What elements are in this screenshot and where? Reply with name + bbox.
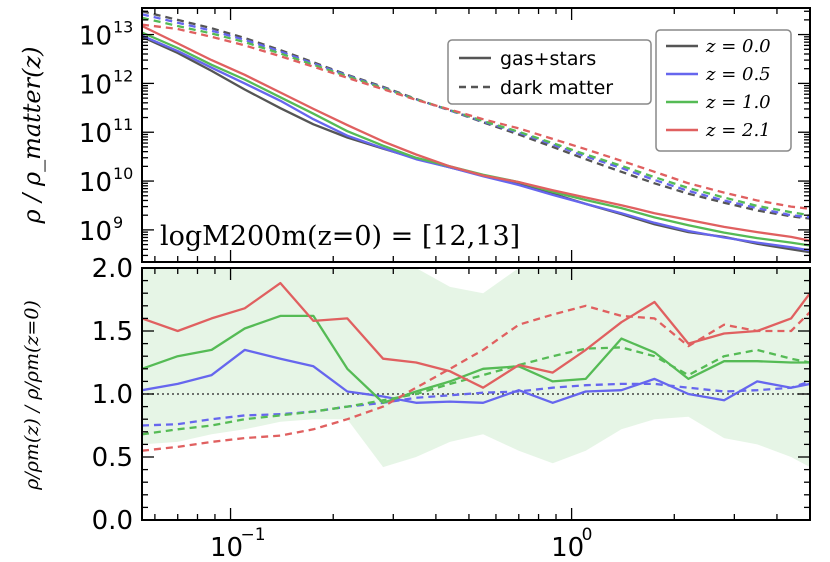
bottom-ytick-labels: 0.0 0.5 1.0 1.5 2.0	[92, 254, 133, 536]
bottom-z-0-5-gas-stars-line	[142, 348, 810, 404]
legend-z05-label: z = 0.5	[705, 64, 771, 85]
top-z-0-0-dark-matter-line	[142, 10, 810, 220]
top-ytick-label: 10	[79, 168, 112, 198]
top-ytick-exponent: 13	[113, 18, 133, 37]
bottom-ytick-label: 0.5	[92, 443, 133, 473]
bottom-ytick-label: 2.0	[92, 254, 133, 284]
style-legend: gas+stars dark matter	[447, 39, 652, 105]
redshift-legend: z = 0.0 z = 0.5 z = 1.0 z = 2.1	[655, 29, 792, 152]
bottom-ticks	[142, 267, 811, 521]
bottom-z-1-0-gas-stars-line	[142, 314, 810, 404]
legend-dark-matter: dark matter	[500, 77, 613, 99]
top-ytick-exponent: 11	[113, 115, 133, 134]
xtick-label: 10	[210, 533, 243, 562]
top-series-group	[142, 10, 810, 254]
legend-gas-stars: gas+stars	[500, 48, 596, 70]
redshift-legend-box	[655, 29, 792, 152]
top-z-2-1-dark-matter-line	[142, 23, 810, 210]
top-ytick-label: 10	[79, 217, 112, 247]
top-ytick-exponent: 10	[113, 164, 133, 183]
bottom-z-2-1-dark-matter-line	[142, 304, 810, 452]
top-ytick-exponent: 9	[113, 213, 123, 232]
top-ytick-exponent: 12	[113, 66, 133, 85]
bottom-panel: 0.00.51.01.52.0 10−1 100 ρ/ρm(z) / ρ/ρm(z…	[21, 254, 811, 562]
bottom-series-group	[142, 281, 810, 452]
top-z-2-1-gas-stars-line	[142, 24, 810, 242]
x-tick-labels: 10−1 100	[210, 525, 592, 562]
bottom-ytick-label: 1.0	[92, 380, 133, 410]
bottom-z-2-1-gas-stars-line	[142, 281, 810, 389]
bottom-ytick-label: 0.0	[92, 506, 133, 536]
xtick-exponent: 0	[582, 525, 593, 545]
top-ytick-label: 10	[79, 22, 112, 52]
xtick-label: 10	[551, 533, 584, 562]
top-ytick-label: 10	[79, 70, 112, 100]
legend-z0-label: z = 0.0	[705, 36, 771, 57]
xtick-exponent: −1	[241, 525, 266, 545]
bottom-y-axis-label: ρ/ρm(z) / ρ/ρm(z=0)	[21, 300, 43, 491]
top-ytick-label: 10	[79, 119, 112, 149]
legend-z10-label: z = 1.0	[705, 92, 771, 113]
style-legend-box	[447, 39, 652, 105]
bottom-ytick-label: 1.5	[92, 317, 133, 347]
top-y-axis-label: ρ / ρ_matter(z)	[18, 47, 46, 225]
bottom-z-0-5-dark-matter-line	[142, 380, 810, 427]
mass-range-annotation: logM200m(z=0) = [12,13]	[160, 221, 520, 252]
bottom-z-1-0-dark-matter-line	[142, 346, 810, 436]
top-ticks	[142, 8, 811, 262]
legend-z21-label: z = 2.1	[705, 120, 771, 141]
